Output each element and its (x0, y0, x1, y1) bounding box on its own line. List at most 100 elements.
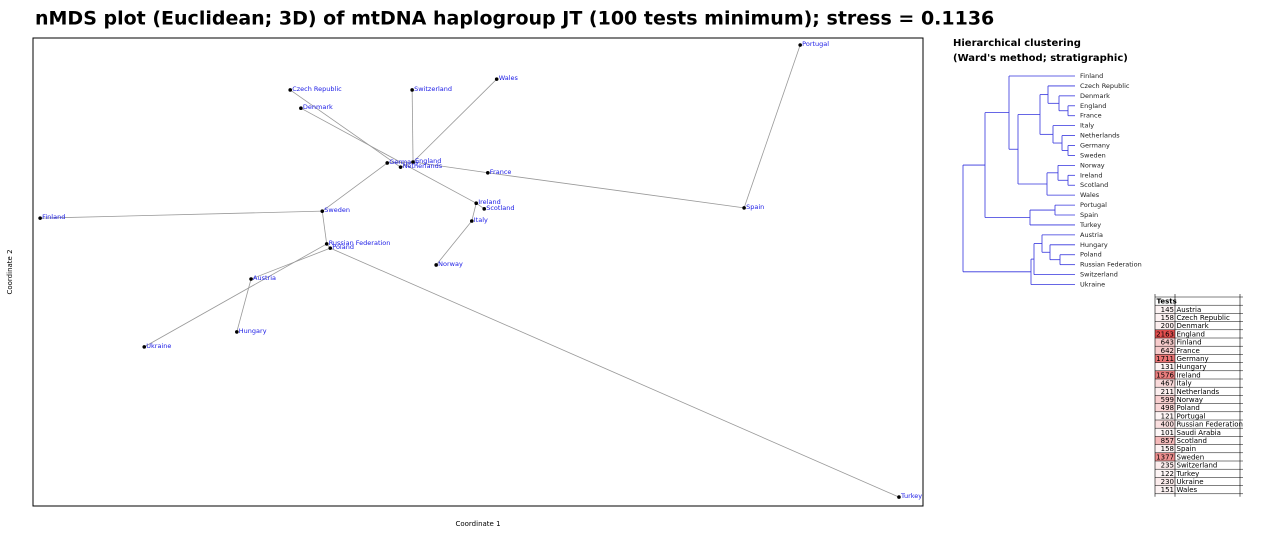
count-cell (1155, 370, 1175, 379)
country-text: Germany (1177, 355, 1209, 363)
count-text: 235 (1161, 462, 1174, 470)
country-text: Austria (1177, 306, 1202, 314)
point-label: Denmark (303, 103, 333, 111)
country-text: Italy (1177, 380, 1192, 388)
point-label: England (415, 157, 441, 165)
point (142, 345, 147, 349)
count-cell (1155, 420, 1175, 429)
count-text: 211 (1161, 388, 1174, 396)
count-text: 643 (1161, 339, 1174, 347)
point-label: Wales (499, 74, 519, 82)
plot-frame (32, 37, 924, 507)
point (398, 165, 403, 169)
count-cell (1155, 362, 1175, 371)
leaf-label: Spain (1080, 211, 1098, 219)
edge (387, 161, 414, 164)
country-text: Finland (1177, 339, 1202, 347)
leaf-label: England (1080, 102, 1106, 110)
point-label: Austria (253, 274, 276, 282)
country-text: Russian Federation (1177, 421, 1243, 429)
edge (322, 162, 388, 212)
point-label: Switzerland (414, 85, 452, 93)
edge (487, 172, 745, 209)
point-label: Czech Republic (292, 85, 342, 93)
count-cell (1155, 461, 1175, 470)
point (288, 88, 293, 92)
count-cell (1155, 477, 1175, 486)
edge (289, 89, 401, 168)
count-cell (1155, 338, 1175, 347)
leaf-label: France (1080, 112, 1102, 120)
edge (236, 278, 252, 333)
point-label: Portugal (802, 40, 829, 48)
count-cell (1155, 305, 1175, 314)
country-text: Norway (1177, 396, 1204, 404)
point-label: Germany (389, 158, 419, 166)
leaf-label: Ukraine (1080, 281, 1105, 289)
count-cell (1155, 387, 1175, 396)
country-text: Czech Republic (1177, 314, 1230, 322)
leaf-label: Portugal (1080, 201, 1107, 209)
country-text: Ukraine (1177, 478, 1204, 486)
count-text: 101 (1161, 429, 1174, 437)
count-cell (1155, 444, 1175, 453)
country-text: Scotland (1177, 437, 1207, 445)
edge (400, 161, 414, 168)
country-text: France (1177, 347, 1200, 355)
edge (40, 210, 323, 219)
country-text: Switzerland (1177, 462, 1218, 470)
country-text: Turkey (1176, 470, 1200, 478)
point-label: Italy (474, 216, 488, 224)
point (385, 161, 390, 165)
leaf-label: Turkey (1079, 221, 1101, 229)
count-cell (1155, 395, 1175, 404)
count-cell (1155, 403, 1175, 412)
count-cell (1155, 321, 1175, 330)
point (897, 495, 901, 499)
leaf-label: Ireland (1080, 171, 1102, 179)
edge (412, 161, 488, 174)
leaf-label: Finland (1080, 72, 1103, 80)
point-label: Norway (438, 260, 463, 268)
point-label: Poland (332, 243, 354, 251)
point-label: Ireland (478, 198, 500, 206)
edge (330, 247, 900, 498)
point-label: Spain (746, 203, 764, 211)
count-text: 121 (1161, 412, 1174, 420)
point (798, 43, 802, 47)
header-text: Tests (1157, 298, 1177, 306)
country-text: England (1177, 330, 1205, 338)
count-cell (1155, 346, 1175, 355)
point-label: France (490, 168, 512, 176)
country-text: Hungary (1177, 363, 1207, 371)
country-text: Saudi Arabia (1177, 429, 1221, 437)
count-cell (1155, 452, 1175, 461)
leaf-label: Italy (1080, 122, 1094, 130)
point-label: Russian Federation (329, 239, 391, 247)
dendrogram-subtitle: (Ward's method; stratigraphic) (953, 53, 1128, 64)
count-cell (1155, 354, 1175, 363)
edge (412, 78, 497, 163)
count-text: 467 (1161, 380, 1174, 388)
count-text: 131 (1161, 363, 1174, 371)
dendrogram: Finland Czech Republic Denmark England Franc… (962, 72, 1142, 289)
point-label: Turkey (900, 492, 922, 500)
country-text: Poland (1177, 404, 1200, 412)
x-axis-label: Coordinate 1 (455, 520, 500, 528)
country-text: Portugal (1177, 412, 1206, 420)
count-cell (1155, 313, 1175, 322)
scatter-area: Portugal Wales Czech Republic Switzerland De… (38, 40, 922, 500)
count-text: 1576 (1156, 371, 1174, 379)
point (474, 201, 479, 206)
leaf-label: Scotland (1080, 181, 1108, 189)
point-label: Sweden (324, 206, 350, 214)
count-text: 230 (1161, 478, 1174, 486)
count-cell (1155, 485, 1175, 494)
leaf-label: Austria (1080, 231, 1103, 239)
count-text: 498 (1161, 404, 1174, 412)
edge (471, 203, 477, 222)
country-text: Spain (1177, 445, 1197, 453)
point (324, 242, 329, 246)
point (38, 216, 42, 220)
